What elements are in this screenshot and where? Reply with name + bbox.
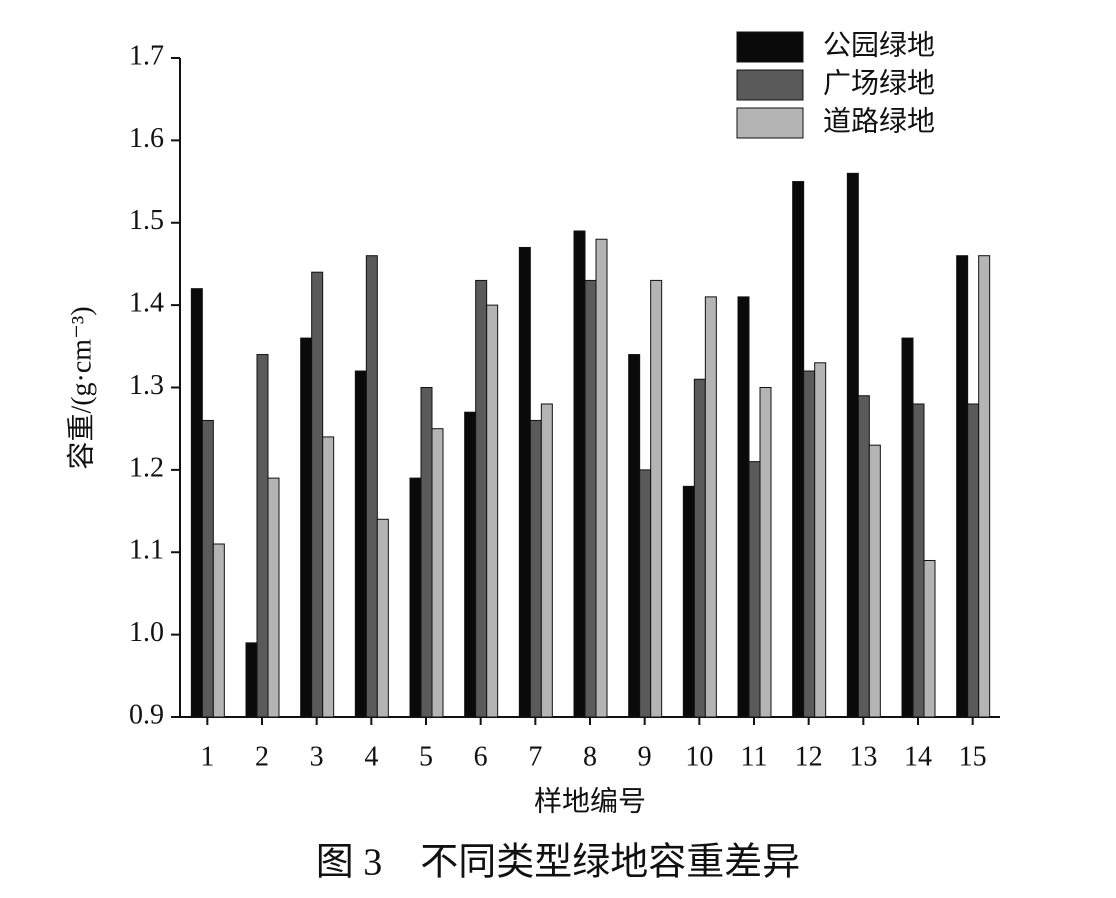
x-tick-label: 12 (795, 741, 823, 772)
bar (737, 296, 750, 718)
x-tick-label: 11 (741, 741, 768, 772)
bar (518, 246, 531, 718)
bar (376, 518, 389, 718)
x-tick-label: 14 (904, 741, 932, 772)
bar (978, 255, 991, 718)
x-tick-label: 15 (959, 741, 987, 772)
bar (967, 403, 980, 718)
bar (201, 419, 214, 718)
bar (354, 370, 367, 718)
x-tick-label: 4 (364, 741, 378, 772)
bar (420, 387, 433, 718)
bar (682, 485, 695, 718)
legend-label: 道路绿地 (823, 105, 935, 137)
bar (464, 411, 477, 718)
bar (868, 444, 881, 718)
bar (540, 403, 553, 718)
legend-swatch (736, 107, 804, 139)
bar (573, 230, 586, 718)
bar (693, 378, 706, 718)
y-tick-label: 1.6 (129, 123, 164, 154)
bar (901, 337, 914, 718)
bar (639, 469, 652, 718)
y-tick-label: 1.2 (129, 452, 164, 483)
bar (846, 172, 859, 718)
x-axis-label: 样地编号 (534, 785, 646, 817)
y-tick-label: 1.4 (129, 288, 164, 319)
bar (759, 387, 772, 718)
y-tick-label: 1.5 (129, 205, 164, 236)
legend-label: 广场绿地 (823, 67, 935, 99)
bar (650, 279, 663, 718)
legend-swatch (736, 69, 804, 101)
bar (704, 296, 717, 718)
x-tick-label: 2 (255, 741, 269, 772)
bar (409, 477, 422, 718)
bar (814, 362, 827, 718)
bar (956, 255, 969, 718)
bar (803, 370, 816, 718)
bar (322, 436, 335, 718)
x-tick-label: 9 (638, 741, 652, 772)
x-tick-label: 13 (849, 741, 877, 772)
bar (748, 461, 761, 718)
caption: 图 3 不同类型绿地容重差异 (316, 842, 801, 884)
x-tick-label: 7 (528, 741, 542, 772)
bar (912, 403, 925, 718)
bar (584, 279, 597, 718)
x-tick-label: 8 (583, 741, 597, 772)
bar (595, 238, 608, 718)
x-tick-label: 5 (419, 741, 433, 772)
bar (431, 428, 444, 718)
legend-label: 公园绿地 (823, 29, 935, 61)
bar (365, 255, 378, 718)
bar (529, 419, 542, 718)
legend-swatch (736, 31, 804, 63)
bar (475, 279, 488, 718)
bar (792, 181, 805, 718)
y-tick-label: 0.9 (129, 699, 164, 730)
y-tick-label: 1.3 (129, 370, 164, 401)
x-tick-label: 6 (474, 741, 488, 772)
bar (486, 304, 499, 718)
x-tick-label: 3 (310, 741, 324, 772)
bar (267, 477, 280, 718)
bar (190, 288, 203, 718)
bar (256, 354, 269, 718)
x-tick-label: 10 (685, 741, 713, 772)
bar (245, 642, 258, 718)
y-tick-label: 1.0 (129, 617, 164, 648)
bar (300, 337, 313, 718)
bar (923, 559, 936, 718)
y-tick-label: 1.7 (129, 40, 164, 71)
y-axis-label: 容重/(g·cm⁻³) (65, 306, 97, 469)
bar (212, 543, 225, 718)
bar (857, 395, 870, 718)
y-tick-label: 1.1 (129, 535, 164, 566)
bar (628, 354, 641, 718)
x-tick-label: 1 (200, 741, 214, 772)
bar (311, 271, 324, 718)
